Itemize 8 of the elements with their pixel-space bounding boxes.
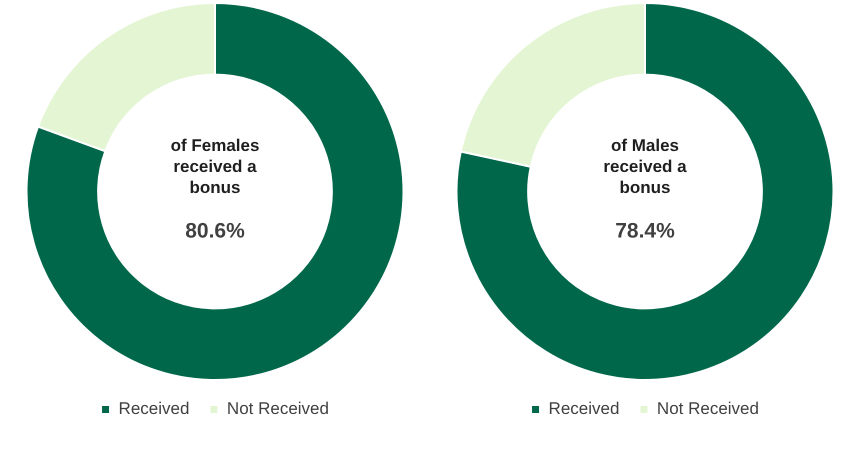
text: of Males received a bonus — [603, 136, 688, 198]
text: of Females received a bonus — [170, 136, 260, 198]
data-label: 80.6% — [185, 219, 246, 242]
data-label: 78.4% — [615, 219, 676, 242]
legend-label: Received — [118, 399, 190, 418]
legend-label: Not Received — [226, 399, 329, 418]
legend-label: Not Received — [656, 399, 759, 418]
legend-label: Received — [548, 399, 620, 418]
